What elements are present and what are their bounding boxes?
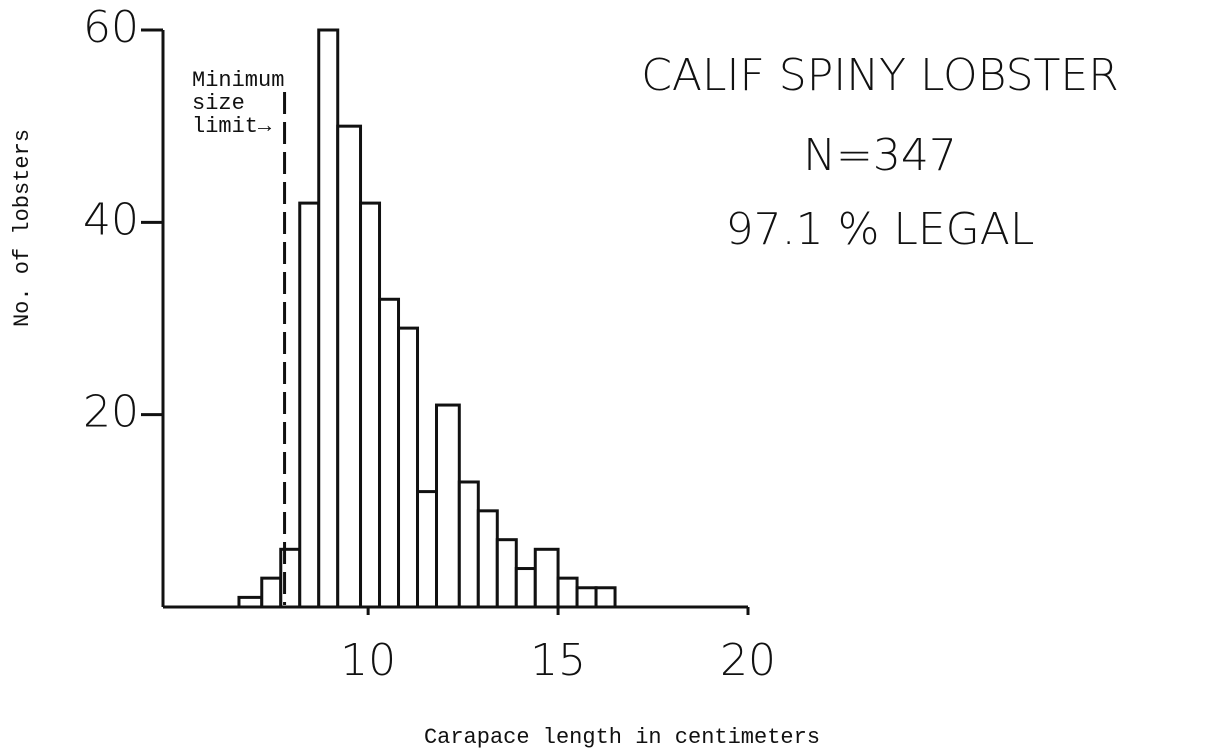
bar [514, 567, 537, 609]
bar [476, 509, 499, 609]
chart-title: CALIF SPINY LOBSTER [641, 50, 1119, 101]
x-tick-label: 20 [720, 635, 776, 686]
bar [575, 586, 598, 609]
bar [416, 490, 439, 609]
annotation-text: limit→ [192, 114, 272, 139]
bar [298, 201, 321, 609]
bar [533, 547, 560, 609]
chart-subtitle: N=347 [803, 130, 957, 181]
bar [435, 403, 461, 609]
y-tick-label: 60 [83, 2, 139, 53]
y-axis-label: No. of lobsters [10, 129, 35, 327]
x-tick-label: 10 [340, 635, 396, 686]
bar [317, 28, 340, 609]
bar [260, 576, 283, 609]
bar [336, 124, 363, 609]
annotation-text: size [192, 91, 245, 116]
y-tick-label: 40 [83, 194, 139, 245]
bar [397, 326, 420, 609]
x-axis-label: Carapace length in centimeters [424, 725, 820, 750]
bar [457, 480, 480, 609]
y-tick-label: 20 [83, 387, 139, 438]
bar [378, 297, 401, 609]
bar [556, 576, 579, 609]
annotation-text: Minimum [192, 68, 284, 93]
bar [495, 538, 518, 609]
chart-subtitle: 97.1 % LEGAL [726, 204, 1035, 255]
x-tick-label: 15 [530, 635, 586, 686]
bar [359, 201, 382, 609]
bar [594, 586, 617, 609]
